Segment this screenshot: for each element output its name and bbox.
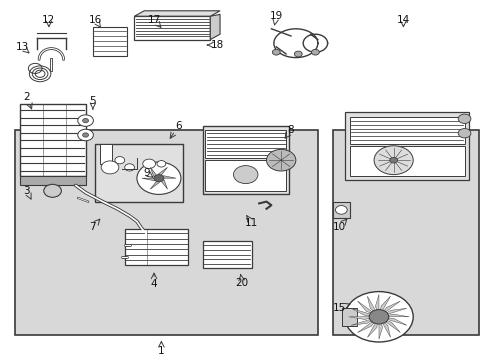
Bar <box>20 104 85 176</box>
Bar <box>349 146 464 176</box>
Circle shape <box>294 51 302 57</box>
Bar <box>134 16 210 40</box>
Circle shape <box>266 149 295 171</box>
Bar <box>93 27 127 56</box>
Circle shape <box>457 129 470 138</box>
Text: 15: 15 <box>332 303 346 313</box>
Text: 4: 4 <box>150 279 157 289</box>
Polygon shape <box>375 294 378 315</box>
Circle shape <box>78 115 93 126</box>
Circle shape <box>389 157 397 163</box>
Text: 12: 12 <box>42 15 56 25</box>
Circle shape <box>373 146 412 175</box>
Polygon shape <box>159 178 167 189</box>
Polygon shape <box>350 308 376 316</box>
Text: 5: 5 <box>89 96 96 106</box>
Polygon shape <box>150 167 159 178</box>
Bar <box>100 144 112 164</box>
Circle shape <box>154 175 163 182</box>
Polygon shape <box>158 167 167 178</box>
Text: 17: 17 <box>147 15 161 25</box>
Polygon shape <box>381 314 408 317</box>
Bar <box>332 130 478 335</box>
Polygon shape <box>380 318 400 333</box>
Text: 10: 10 <box>333 222 346 232</box>
Text: 3: 3 <box>23 186 30 196</box>
Text: 13: 13 <box>15 42 29 52</box>
Circle shape <box>78 129 93 141</box>
Polygon shape <box>159 176 176 178</box>
Text: 14: 14 <box>396 15 409 25</box>
Polygon shape <box>381 308 406 316</box>
Bar <box>203 126 288 194</box>
Bar <box>349 117 464 144</box>
Polygon shape <box>366 296 377 315</box>
Bar <box>95 144 183 202</box>
Polygon shape <box>379 296 390 315</box>
Circle shape <box>44 184 61 197</box>
Circle shape <box>115 157 124 164</box>
Text: 6: 6 <box>175 121 182 131</box>
Text: 16: 16 <box>88 15 102 25</box>
Polygon shape <box>378 319 382 339</box>
Circle shape <box>142 159 155 168</box>
Bar <box>205 130 285 158</box>
Circle shape <box>82 118 88 123</box>
Bar <box>344 112 468 180</box>
Bar <box>20 176 85 185</box>
Polygon shape <box>150 178 159 189</box>
Bar <box>332 202 349 218</box>
Circle shape <box>272 49 280 55</box>
Bar <box>342 308 356 326</box>
Text: 11: 11 <box>244 218 258 228</box>
Text: 18: 18 <box>210 40 224 50</box>
Circle shape <box>344 292 412 342</box>
Text: 20: 20 <box>235 278 248 288</box>
Text: 7: 7 <box>89 222 96 232</box>
Circle shape <box>457 114 470 123</box>
Circle shape <box>368 310 388 324</box>
Bar <box>203 241 251 268</box>
Polygon shape <box>380 301 400 315</box>
Text: 8: 8 <box>287 125 294 135</box>
Circle shape <box>335 206 346 214</box>
Text: 9: 9 <box>143 168 150 178</box>
Polygon shape <box>210 14 220 40</box>
Circle shape <box>157 161 165 167</box>
Polygon shape <box>379 319 390 337</box>
Polygon shape <box>348 317 376 319</box>
Bar <box>15 130 317 335</box>
Polygon shape <box>366 319 377 337</box>
Text: 19: 19 <box>269 11 283 21</box>
Polygon shape <box>357 301 376 315</box>
Polygon shape <box>142 178 159 181</box>
Circle shape <box>233 166 258 184</box>
Polygon shape <box>381 318 406 325</box>
Polygon shape <box>134 11 220 16</box>
Circle shape <box>82 133 88 137</box>
Bar <box>124 229 188 265</box>
Text: 1: 1 <box>158 346 164 356</box>
Circle shape <box>311 49 319 55</box>
Circle shape <box>137 162 181 194</box>
Circle shape <box>101 161 119 174</box>
Bar <box>205 160 285 191</box>
Polygon shape <box>350 318 376 325</box>
Polygon shape <box>357 318 376 333</box>
Text: 2: 2 <box>23 92 30 102</box>
Circle shape <box>124 164 134 171</box>
